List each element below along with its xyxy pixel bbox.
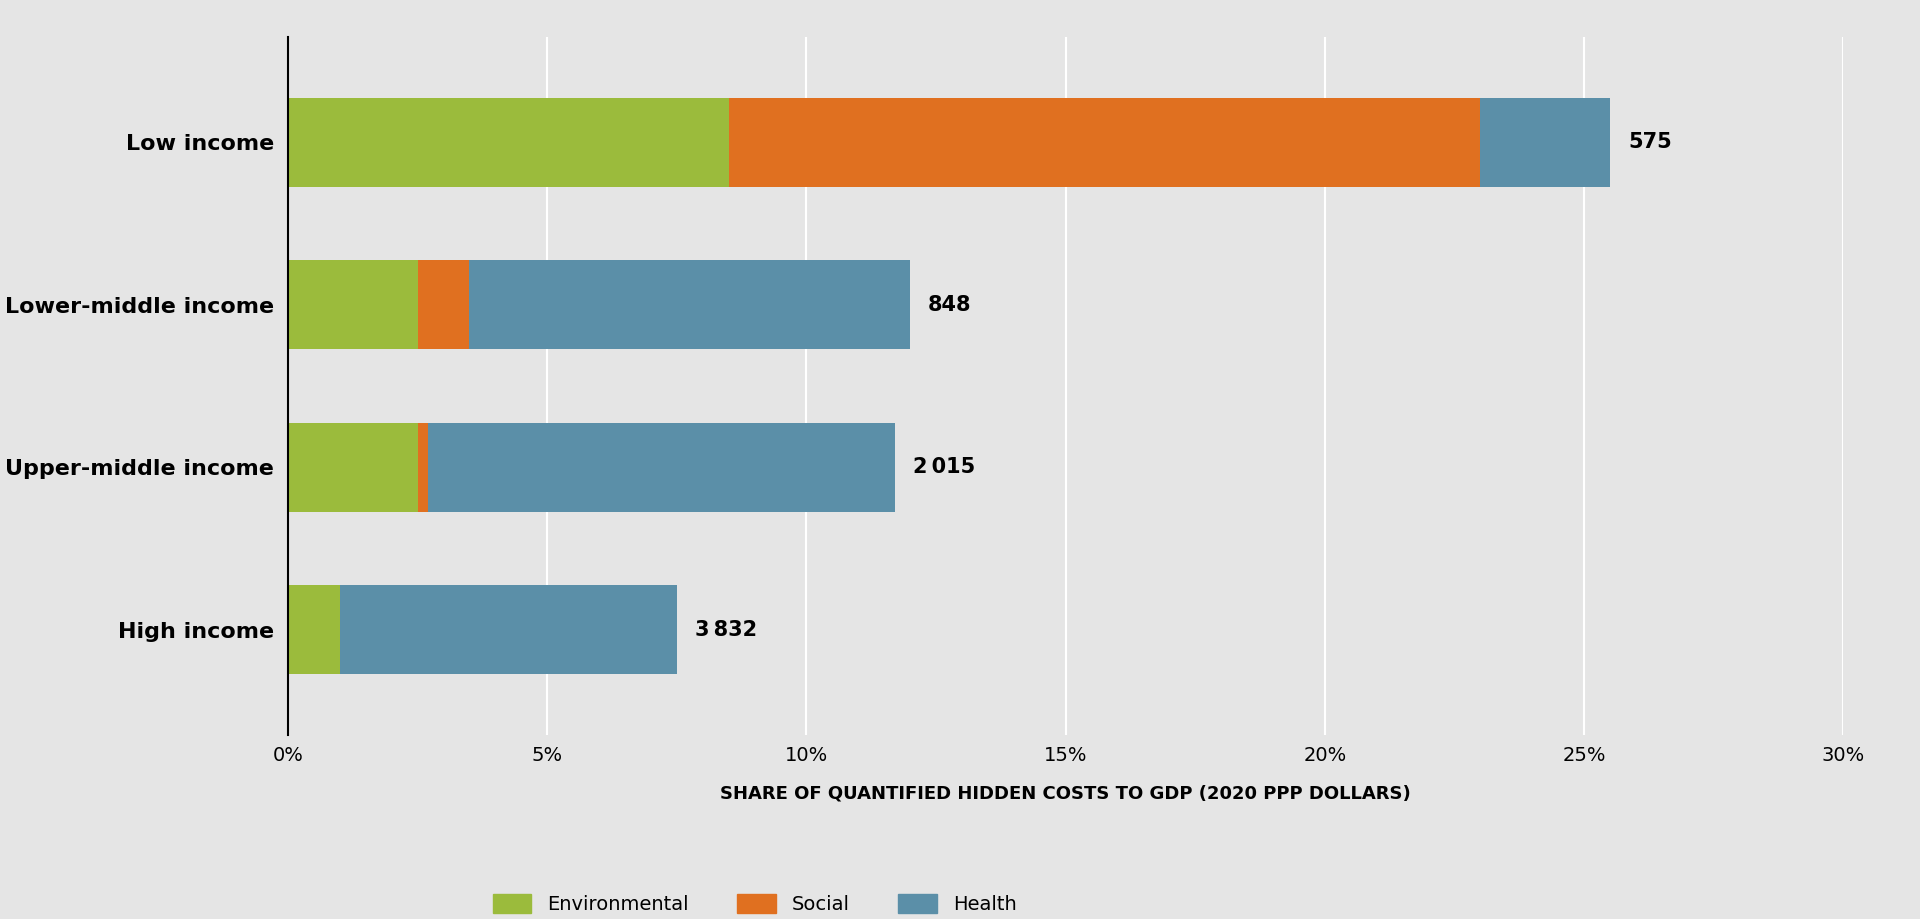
Bar <box>340 585 676 675</box>
X-axis label: SHARE OF QUANTIFIED HIDDEN COSTS TO GDP (2020 PPP DOLLARS): SHARE OF QUANTIFIED HIDDEN COSTS TO GDP … <box>720 785 1411 803</box>
Bar <box>419 260 468 349</box>
Bar <box>428 423 895 512</box>
Bar <box>730 97 1480 187</box>
Bar <box>288 423 419 512</box>
Text: 2 015: 2 015 <box>912 457 975 477</box>
Bar <box>288 260 419 349</box>
Legend: Environmental, Social, Health: Environmental, Social, Health <box>493 893 1016 914</box>
Bar <box>288 585 340 675</box>
Bar <box>1480 97 1609 187</box>
Text: 3 832: 3 832 <box>695 619 756 640</box>
Text: 575: 575 <box>1628 132 1672 153</box>
Bar <box>468 260 910 349</box>
Bar <box>288 97 730 187</box>
Text: 848: 848 <box>927 295 972 315</box>
Bar <box>419 423 428 512</box>
